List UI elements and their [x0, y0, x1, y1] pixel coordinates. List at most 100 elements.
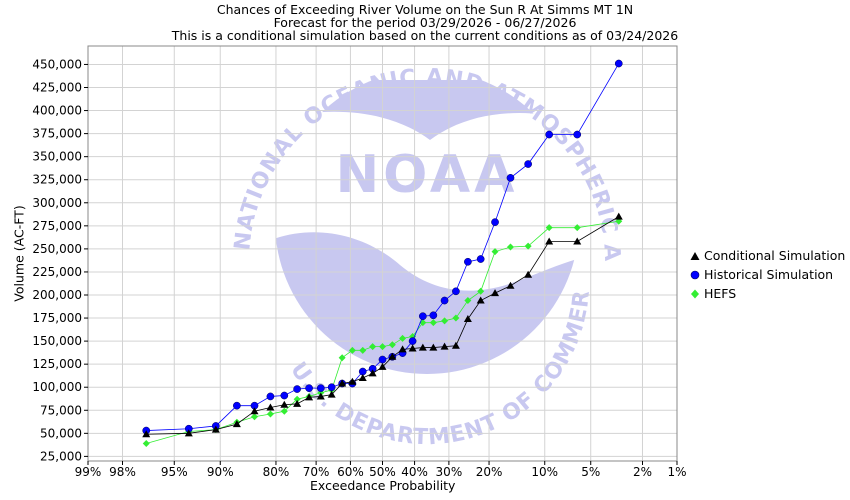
- point-hefs: [545, 224, 553, 232]
- chart-title-line-2: Forecast for the period 03/29/2026 - 06/…: [273, 15, 577, 30]
- point-conditional: [338, 379, 347, 387]
- point-hefs: [379, 343, 386, 351]
- point-hefs: [441, 317, 449, 325]
- point-hefs: [399, 334, 407, 342]
- point-hefs: [429, 319, 437, 327]
- point-hefs: [477, 287, 485, 295]
- point-hefs: [452, 314, 460, 322]
- point-hefs: [506, 243, 514, 251]
- y-tick-label: 175,000: [32, 311, 82, 325]
- x-tick-label: 10%: [531, 465, 558, 479]
- x-tick-label: 40%: [401, 465, 428, 479]
- point-hefs: [388, 341, 396, 349]
- y-tick-label: 375,000: [32, 127, 82, 141]
- point-historical: [316, 384, 325, 392]
- point-conditional: [232, 420, 241, 428]
- point-conditional: [476, 296, 485, 304]
- point-conditional: [358, 374, 367, 381]
- x-tick-label: 20%: [476, 465, 503, 479]
- y-axis-ticks: 25,000 50,000 75,000 100,000 125,000 150,000 1…: [32, 57, 88, 463]
- point-historical: [327, 383, 336, 392]
- point-historical: [293, 385, 301, 393]
- point-conditional: [491, 289, 500, 297]
- y-tick-label: 150,000: [32, 334, 82, 348]
- point-conditional: [506, 281, 515, 289]
- point-conditional: [327, 390, 336, 398]
- chart-title-line-1: Chances of Exceeding River Volume on the…: [216, 2, 634, 17]
- y-tick-label: 75,000: [40, 403, 82, 417]
- watermark-logo-text: NOAA: [336, 145, 519, 205]
- y-tick-label: 450,000: [32, 57, 82, 71]
- point-conditional: [524, 270, 533, 278]
- x-axis-title: Exceedance Probability: [310, 478, 456, 493]
- point-historical: [280, 391, 289, 400]
- y-tick-label: 200,000: [32, 288, 82, 302]
- point-historical: [476, 255, 485, 263]
- point-hefs: [464, 297, 472, 305]
- point-hefs: [348, 346, 356, 354]
- y-axis-title: Volume (AC-FT): [11, 205, 27, 302]
- point-conditional: [142, 430, 151, 438]
- triangle-marker-icon: [690, 251, 700, 260]
- y-tick-label: 350,000: [32, 150, 82, 164]
- x-tick-label: 30%: [436, 465, 463, 479]
- x-tick-label: 50%: [369, 465, 396, 479]
- point-historical: [545, 130, 554, 139]
- chart-legend: Conditional Simulation Historical Simula…: [688, 246, 845, 303]
- y-tick-label: 50,000: [40, 426, 82, 440]
- point-historical: [266, 392, 275, 401]
- point-conditional: [293, 399, 302, 407]
- point-conditional: [388, 352, 397, 360]
- x-axis-ticks: 99% 98% 95% 90% 80% 70% 60% 50% 40% 30% 20% 10% 5% 2%…: [75, 461, 687, 479]
- point-conditional: [429, 343, 438, 351]
- point-hefs: [573, 224, 581, 232]
- x-tick-label: 98%: [109, 465, 136, 479]
- legend-item-historical: Historical Simulation: [688, 265, 845, 284]
- point-conditional: [250, 407, 259, 415]
- point-conditional: [368, 369, 377, 377]
- point-conditional: [463, 314, 472, 322]
- chart-title-line-3: This is a conditional simulation based o…: [171, 28, 679, 43]
- y-tick-label: 225,000: [32, 265, 82, 279]
- point-conditional: [378, 362, 387, 370]
- y-tick-label: 125,000: [32, 357, 82, 371]
- y-tick-label: 25,000: [40, 449, 82, 463]
- x-tick-label: 60%: [337, 465, 364, 479]
- point-conditional: [184, 429, 193, 437]
- y-tick-label: 400,000: [32, 104, 82, 118]
- y-tick-label: 250,000: [32, 242, 82, 256]
- point-hefs: [251, 413, 259, 421]
- point-conditional: [614, 212, 623, 220]
- chart-grid: [87, 46, 678, 461]
- point-hefs: [369, 343, 377, 351]
- point-historical: [378, 355, 387, 364]
- point-historical: [491, 218, 499, 226]
- point-conditional: [398, 345, 407, 353]
- point-historical: [464, 257, 472, 266]
- point-conditional: [316, 392, 325, 400]
- point-historical: [440, 296, 449, 305]
- point-hefs: [293, 395, 301, 403]
- point-historical: [418, 312, 427, 321]
- x-tick-label: 90%: [207, 465, 234, 479]
- y-tick-label: 425,000: [32, 81, 82, 95]
- point-historical: [614, 59, 623, 68]
- legend-item-hefs: HEFS: [688, 284, 845, 303]
- point-hefs: [266, 410, 274, 418]
- point-historical: [573, 130, 582, 139]
- diamond-marker-icon: [691, 289, 699, 298]
- chart-series: [142, 59, 623, 447]
- legend-label-conditional: Conditional Simulation: [704, 248, 846, 263]
- x-tick-label: 70%: [303, 465, 330, 479]
- x-tick-label: 5%: [581, 465, 600, 479]
- point-conditional: [348, 377, 357, 385]
- x-tick-label: 99%: [75, 465, 102, 479]
- point-conditional: [211, 425, 220, 433]
- point-historical: [233, 401, 241, 410]
- point-conditional: [266, 403, 275, 411]
- point-historical: [524, 160, 532, 168]
- point-conditional: [280, 400, 289, 408]
- y-tick-label: 275,000: [32, 219, 82, 233]
